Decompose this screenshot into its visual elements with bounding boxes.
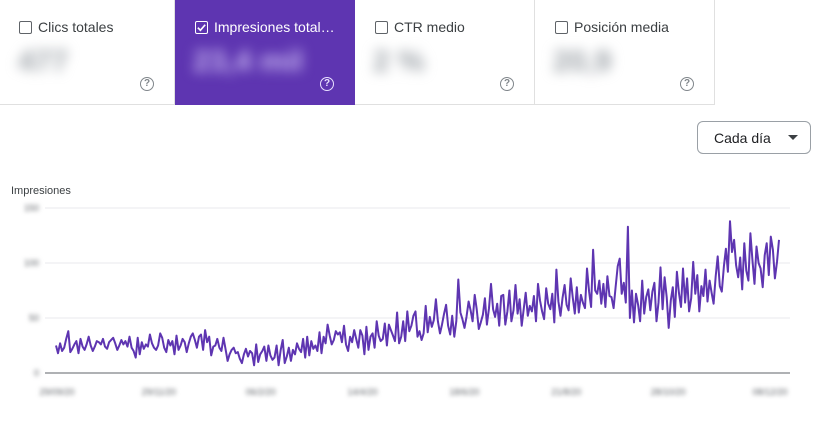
metric-value: 23,4 mil [193, 45, 304, 78]
help-icon[interactable]: ? [500, 77, 514, 91]
checkbox-unchecked-icon[interactable] [19, 20, 32, 34]
x-tick-label: 21/8/20 [551, 387, 581, 397]
metric-value: 2 % [373, 45, 425, 78]
granularity-dropdown[interactable]: Cada día [697, 121, 811, 154]
x-tick-label: 06/2/20 [246, 387, 276, 397]
x-tick-label: 08/12/20 [752, 387, 787, 397]
y-axis-label: Impresiones [11, 185, 71, 197]
x-tick-label: 29/11/20 [142, 387, 176, 397]
metric-value: 20,9 [553, 45, 612, 78]
metric-label: Impresiones total… [214, 19, 335, 35]
y-tick-label: 0 [34, 368, 39, 378]
metric-cards: Clics totales 477 ? Impresiones total… 2… [0, 0, 715, 105]
metric-card-ctr[interactable]: CTR medio 2 % ? [355, 0, 535, 105]
impressions-series-line [55, 220, 780, 367]
metric-label: Posición media [574, 19, 669, 35]
y-tick-label: 150 [24, 203, 39, 213]
metric-card-position[interactable]: Posición media 20,9 ? [535, 0, 715, 105]
metric-label: Clics totales [38, 19, 114, 35]
metric-card-clicks[interactable]: Clics totales 477 ? [0, 0, 175, 105]
impressions-chart: 150 100 50 0 29/09/20 29/11/20 06/2/20 14/4/20… [24, 203, 790, 397]
help-icon[interactable]: ? [320, 77, 334, 91]
checkbox-unchecked-icon[interactable] [555, 20, 568, 34]
metric-value: 477 [18, 45, 69, 78]
caret-down-icon [788, 135, 798, 140]
x-tick-label: 29/09/20 [39, 387, 74, 397]
granularity-selected: Cada día [714, 129, 771, 146]
x-tick-label: 14/4/20 [348, 387, 378, 397]
y-tick-label: 50 [29, 313, 39, 323]
metric-label: CTR medio [394, 19, 465, 35]
help-icon[interactable]: ? [680, 77, 694, 91]
x-tick-label: 18/6/20 [449, 387, 479, 397]
help-icon[interactable]: ? [140, 77, 154, 91]
checkbox-unchecked-icon[interactable] [375, 20, 388, 34]
metric-card-impressions[interactable]: Impresiones total… 23,4 mil ? [175, 0, 355, 105]
checkbox-checked-icon[interactable] [195, 20, 208, 34]
x-tick-label: 28/10/20 [651, 387, 686, 397]
y-tick-label: 100 [24, 258, 39, 268]
